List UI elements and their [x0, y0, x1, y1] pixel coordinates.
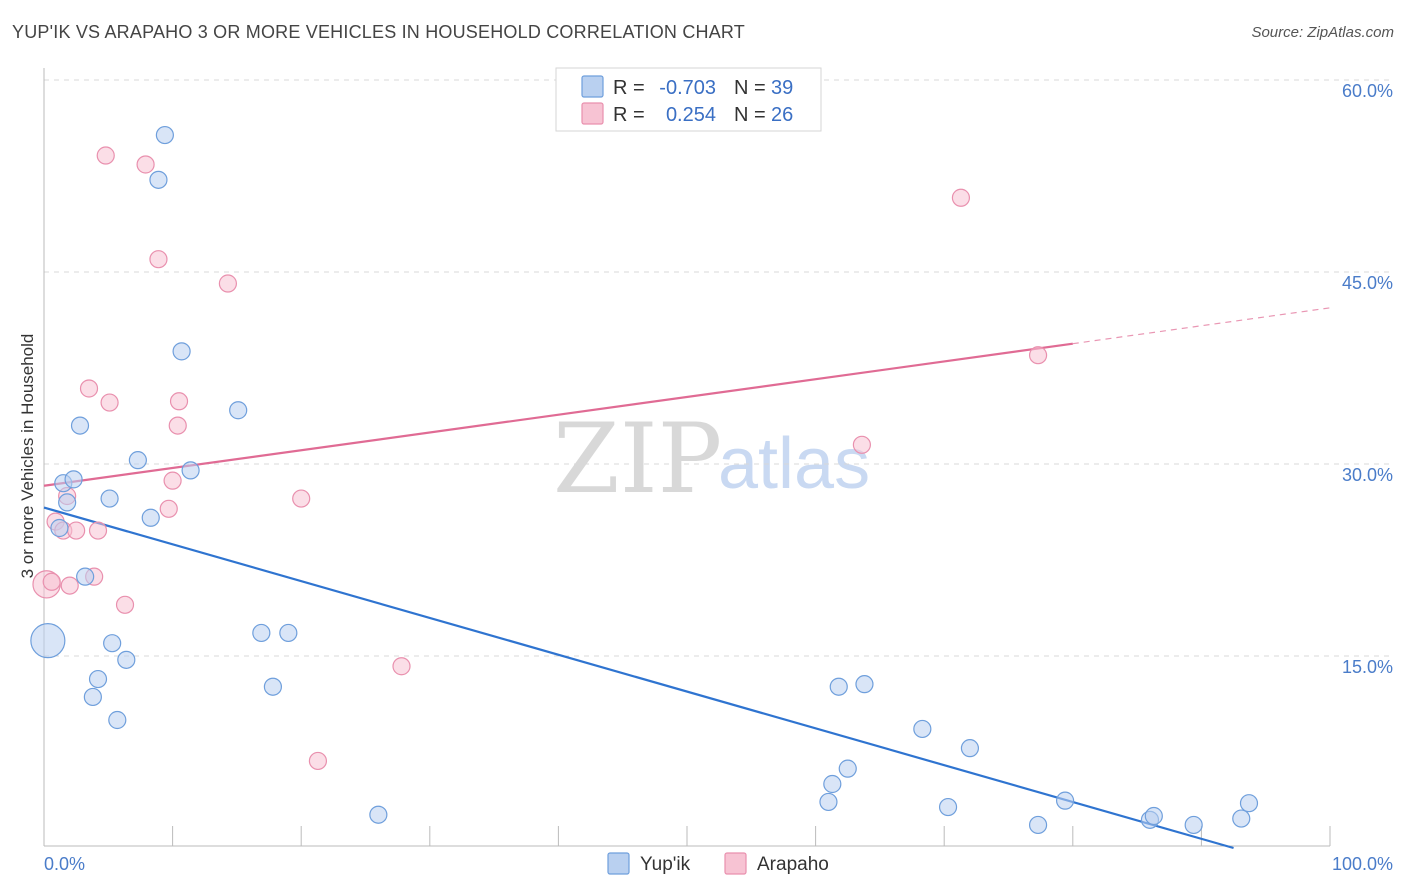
- legend-n-label-arapaho: N =: [734, 104, 766, 126]
- y-tick-label: 60.0%: [1342, 81, 1393, 101]
- watermark-zip: ZIP: [553, 403, 722, 515]
- point-yupik: [1028, 815, 1048, 835]
- point-yupik: [58, 493, 77, 512]
- point-yupik: [30, 623, 66, 659]
- trendlines: [43, 307, 1331, 850]
- point-arapaho: [852, 435, 871, 454]
- point-arapaho: [100, 393, 119, 412]
- point-arapaho: [168, 416, 187, 435]
- y-tick-label: 45.0%: [1342, 273, 1393, 293]
- y-tick-label: 15.0%: [1342, 657, 1393, 677]
- point-arapaho: [308, 751, 328, 771]
- point-arapaho: [292, 489, 311, 508]
- point-arapaho: [88, 521, 108, 540]
- legend-swatch-arapaho: [581, 102, 604, 125]
- point-arapaho: [1028, 346, 1048, 365]
- x-tick-label-min: 0.0%: [44, 854, 85, 874]
- point-yupik: [938, 797, 958, 817]
- point-arapaho: [159, 499, 178, 518]
- legend-r-value-yupik: -0.703: [659, 77, 716, 99]
- point-arapaho: [951, 188, 971, 207]
- point-yupik: [229, 401, 248, 420]
- series-legend: Yup'ik Arapaho: [607, 852, 829, 875]
- point-yupik: [263, 677, 283, 696]
- point-yupik: [141, 508, 160, 527]
- point-yupik: [83, 687, 102, 707]
- point-yupik: [279, 623, 298, 643]
- point-yupik: [50, 518, 69, 538]
- point-yupik: [155, 125, 174, 145]
- point-arapaho: [67, 521, 86, 540]
- point-yupik: [1055, 791, 1075, 810]
- point-arapaho: [163, 471, 182, 490]
- legend-n-value-yupik: 39: [771, 77, 793, 99]
- point-yupik: [64, 470, 83, 489]
- point-yupik: [100, 489, 119, 508]
- point-yupik: [819, 792, 838, 812]
- point-yupik: [103, 634, 122, 653]
- point-yupik: [855, 675, 874, 694]
- point-arapaho: [149, 250, 168, 269]
- point-arapaho: [169, 392, 189, 411]
- point-yupik: [838, 759, 857, 778]
- data-points: [30, 125, 1259, 835]
- bottom-legend-label-arapaho: Arapaho: [757, 854, 829, 875]
- grid-lines: [44, 79, 1392, 657]
- point-arapaho: [79, 379, 99, 398]
- chart-source: Source: ZipAtlas.com: [1251, 24, 1394, 41]
- trendline-yupik: [43, 506, 1234, 850]
- point-arapaho: [96, 146, 115, 165]
- point-yupik: [960, 739, 980, 758]
- y-axis-label: 3 or more Vehicles in Household: [18, 334, 37, 579]
- point-yupik: [128, 451, 147, 470]
- point-yupik: [117, 650, 136, 669]
- point-arapaho: [392, 657, 411, 676]
- y-tick-label: 30.0%: [1342, 465, 1393, 485]
- legend-swatch-yupik: [581, 75, 604, 98]
- point-yupik: [913, 719, 932, 739]
- stats-legend: R = -0.703 N = 39 R = 0.254 N = 26: [555, 67, 822, 132]
- point-yupik: [1144, 806, 1163, 826]
- point-yupik: [1232, 809, 1251, 828]
- point-yupik: [252, 623, 271, 643]
- point-yupik: [1239, 794, 1259, 813]
- point-yupik: [1184, 815, 1203, 835]
- legend-r-label-yupik: R =: [613, 77, 645, 99]
- point-arapaho: [42, 572, 61, 591]
- legend-r-value-arapaho: 0.254: [666, 104, 716, 126]
- x-tick-label-max: 100.0%: [1332, 854, 1393, 874]
- point-yupik: [823, 774, 842, 794]
- bottom-legend-swatch-yupik: [607, 852, 630, 875]
- bottom-legend-swatch-arapaho: [724, 852, 747, 875]
- point-yupik: [181, 461, 200, 480]
- y-tick-labels: 15.0% 30.0% 45.0% 60.0%: [1342, 81, 1393, 677]
- point-yupik: [70, 416, 90, 435]
- point-yupik: [172, 342, 191, 361]
- legend-n-value-arapaho: 26: [771, 104, 793, 126]
- point-arapaho: [136, 155, 155, 174]
- axes: [43, 68, 1331, 847]
- bottom-legend-label-yupik: Yup'ik: [640, 854, 691, 875]
- point-yupik: [369, 805, 388, 824]
- chart-title: YUP'IK VS ARAPAHO 3 OR MORE VEHICLES IN …: [12, 22, 745, 42]
- trendline-arapaho-extension: [1072, 307, 1331, 345]
- trendline-arapaho: [43, 342, 1073, 487]
- point-yupik: [76, 567, 95, 586]
- point-arapaho: [218, 274, 237, 293]
- legend-r-label-arapaho: R =: [613, 104, 645, 126]
- point-arapaho: [60, 576, 79, 595]
- point-yupik: [829, 677, 848, 696]
- point-yupik: [108, 710, 127, 730]
- point-arapaho: [115, 595, 135, 614]
- point-yupik: [149, 170, 168, 189]
- point-yupik: [88, 669, 108, 689]
- legend-n-label-yupik: N =: [734, 77, 766, 99]
